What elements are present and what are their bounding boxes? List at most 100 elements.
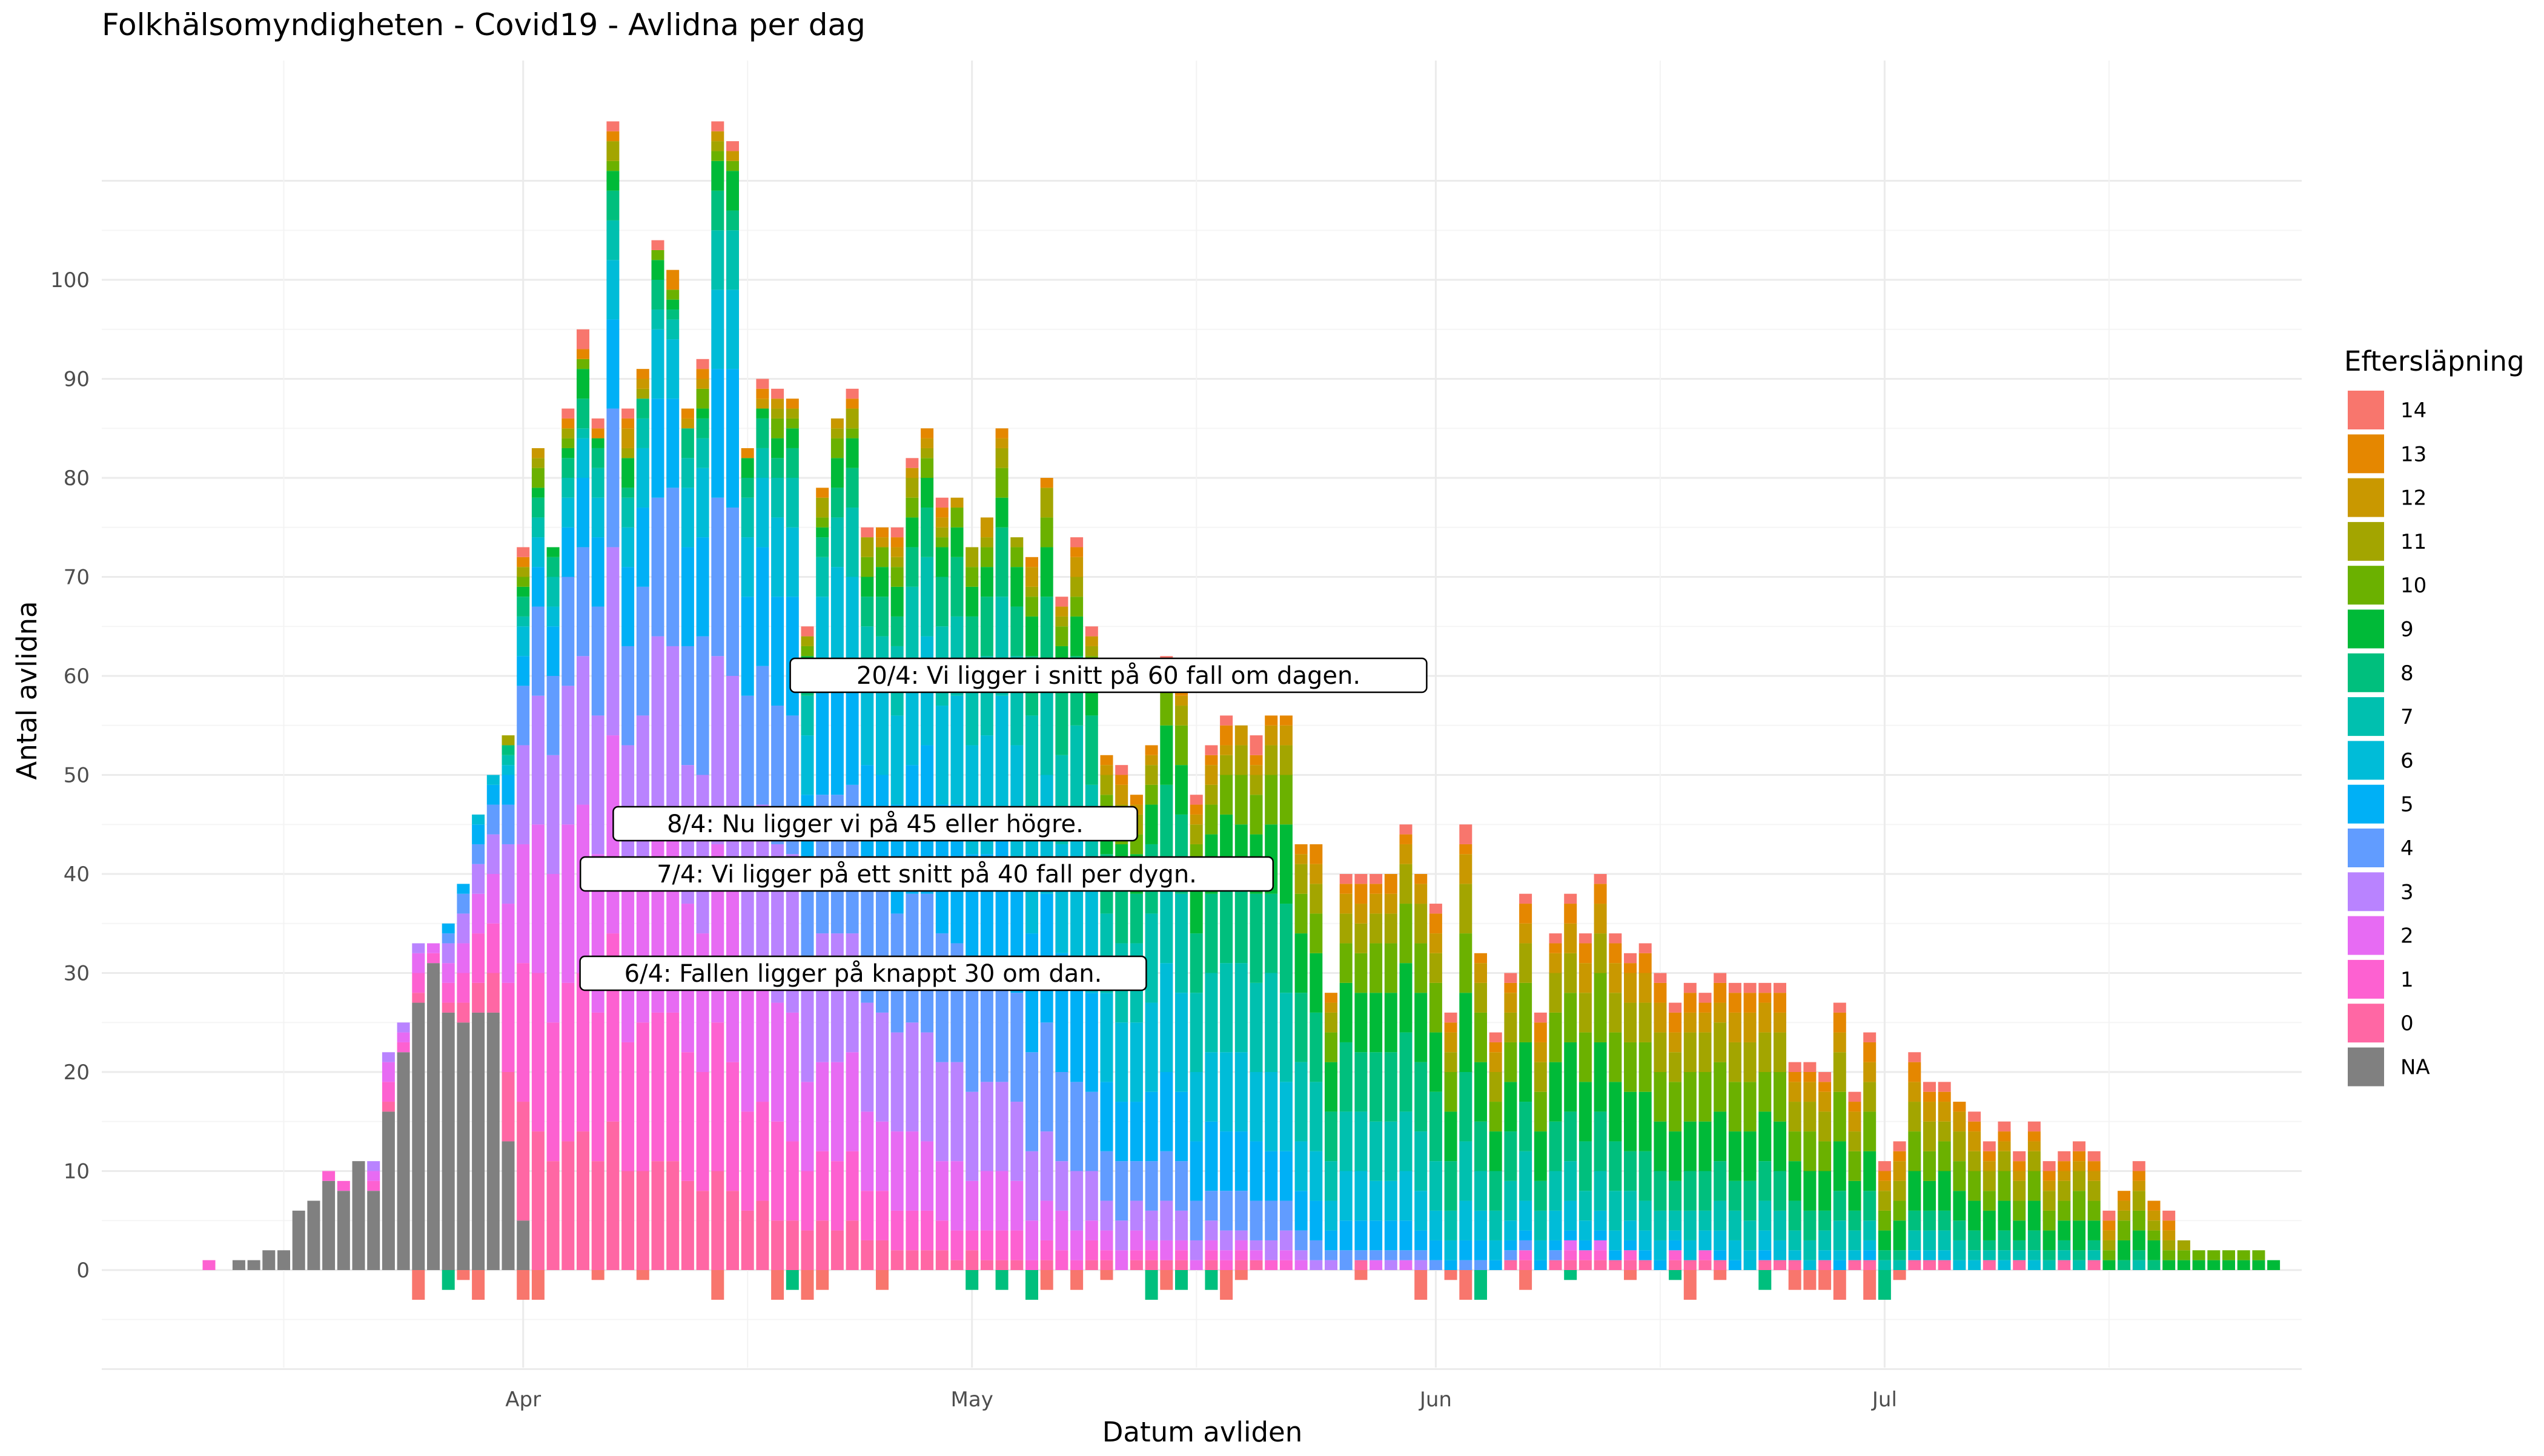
bar-segment: [561, 527, 575, 577]
bar-segment: [1040, 1131, 1053, 1201]
bar-segment: [1265, 1072, 1278, 1151]
bar-segment: [1728, 993, 1741, 1013]
bar-segment: [1578, 933, 1592, 944]
bar-segment: [1279, 904, 1293, 993]
bar-correction: [1519, 1270, 1532, 1290]
bar-segment: [1534, 1012, 1547, 1023]
bar-segment: [696, 537, 709, 637]
bar-segment: [1429, 1091, 1442, 1162]
bar-segment: [561, 438, 575, 448]
bar-segment: [1549, 1171, 1562, 1211]
bar-segment: [1549, 1121, 1562, 1171]
bar-segment: [711, 497, 724, 657]
bar-segment: [876, 547, 889, 568]
bar-segment: [711, 151, 724, 161]
y-tick-label: 100: [50, 268, 90, 293]
bar-segment: [1414, 1230, 1428, 1251]
bar-segment: [561, 458, 575, 478]
bar-segment: [921, 1141, 934, 1211]
bar-segment: [1683, 1260, 1697, 1270]
bar-segment: [1190, 1141, 1203, 1201]
bar-segment: [1234, 884, 1248, 964]
bar-segment: [1115, 1250, 1128, 1270]
bar-segment: [472, 933, 485, 983]
bar-segment: [1564, 1240, 1577, 1251]
bar-segment: [1774, 1032, 1786, 1072]
bar-segment: [561, 497, 575, 528]
bar-segment: [1519, 943, 1532, 983]
bar-segment: [382, 1062, 395, 1082]
bar-segment: [1100, 993, 1113, 1082]
bar-segment: [696, 408, 709, 419]
legend-swatch: [2348, 872, 2384, 912]
bar-segment: [1040, 547, 1053, 597]
bar-segment: [1370, 1121, 1383, 1181]
bar-correction: [1100, 1270, 1113, 1280]
bar-segment: [1070, 834, 1084, 964]
bar-segment: [1070, 597, 1084, 617]
bar-segment: [1489, 1072, 1502, 1102]
bar-segment: [1594, 1250, 1607, 1260]
bar-segment: [1504, 973, 1517, 983]
legend-swatch: [2348, 609, 2384, 649]
bar-segment: [1220, 1131, 1233, 1191]
bar-segment: [1774, 1210, 1786, 1240]
bar-segment: [486, 834, 500, 874]
bar-segment: [666, 646, 680, 825]
bar-segment: [696, 438, 709, 468]
legend-label: 2: [2400, 924, 2414, 948]
bar-segment: [1863, 1260, 1877, 1270]
bar-segment: [1070, 1082, 1084, 1171]
bar-segment: [1070, 616, 1084, 657]
bar-segment: [1803, 1102, 1817, 1132]
bar-correction: [1833, 1270, 1846, 1300]
bar-segment: [2073, 1260, 2085, 1270]
bar-segment: [1893, 1200, 1906, 1221]
bar-correction: [1444, 1270, 1457, 1280]
bar-segment: [561, 824, 575, 983]
bar-segment: [1893, 1161, 1906, 1181]
bar-segment: [741, 448, 754, 458]
bar-segment: [1938, 1250, 1951, 1260]
bar-segment: [427, 953, 440, 964]
bar-segment: [2162, 1250, 2176, 1260]
bar-segment: [1863, 1151, 1877, 1191]
bar-segment: [1908, 1210, 1921, 1231]
bar-segment: [1698, 1230, 1712, 1251]
bar-segment: [2177, 1260, 2190, 1270]
bar-correction: [995, 1270, 1009, 1290]
bar-segment: [1998, 1121, 2011, 1132]
bar-segment: [621, 408, 635, 419]
bar-segment: [771, 388, 784, 399]
bar-segment: [277, 1250, 290, 1270]
bar-segment: [1698, 1121, 1712, 1171]
chart-title: Folkhälsomyndigheten - Covid19 - Avlidna…: [102, 7, 866, 42]
bar-segment: [1638, 1260, 1652, 1270]
bar-segment: [1743, 1012, 1757, 1042]
bar-segment: [2132, 1230, 2145, 1251]
bar-segment: [1100, 1260, 1113, 1270]
bar-segment: [1444, 1210, 1457, 1240]
bar-segment: [1549, 1012, 1562, 1062]
bar-segment: [1399, 963, 1413, 1033]
bar-segment: [696, 468, 709, 538]
bar-segment: [2252, 1260, 2265, 1270]
x-tick-label: May: [951, 1388, 993, 1412]
bar-segment: [1100, 1200, 1113, 1231]
y-tick-label: 20: [64, 1061, 90, 1085]
bar-segment: [2058, 1240, 2071, 1251]
bar-segment: [1055, 1250, 1068, 1270]
bar-segment: [1040, 1200, 1053, 1240]
bar-segment: [846, 666, 859, 785]
bar-segment: [1728, 1042, 1741, 1082]
bar-segment: [1429, 1240, 1442, 1260]
bar-segment: [681, 418, 694, 429]
bar-segment: [1998, 1131, 2011, 1142]
bar-segment: [442, 943, 455, 964]
legend-swatch: [2348, 1047, 2384, 1087]
bar-segment: [2132, 1171, 2145, 1181]
bar-segment: [1833, 1260, 1846, 1270]
bar-segment: [2147, 1230, 2161, 1240]
bar-segment: [980, 1082, 993, 1171]
bar-segment: [966, 1230, 979, 1251]
